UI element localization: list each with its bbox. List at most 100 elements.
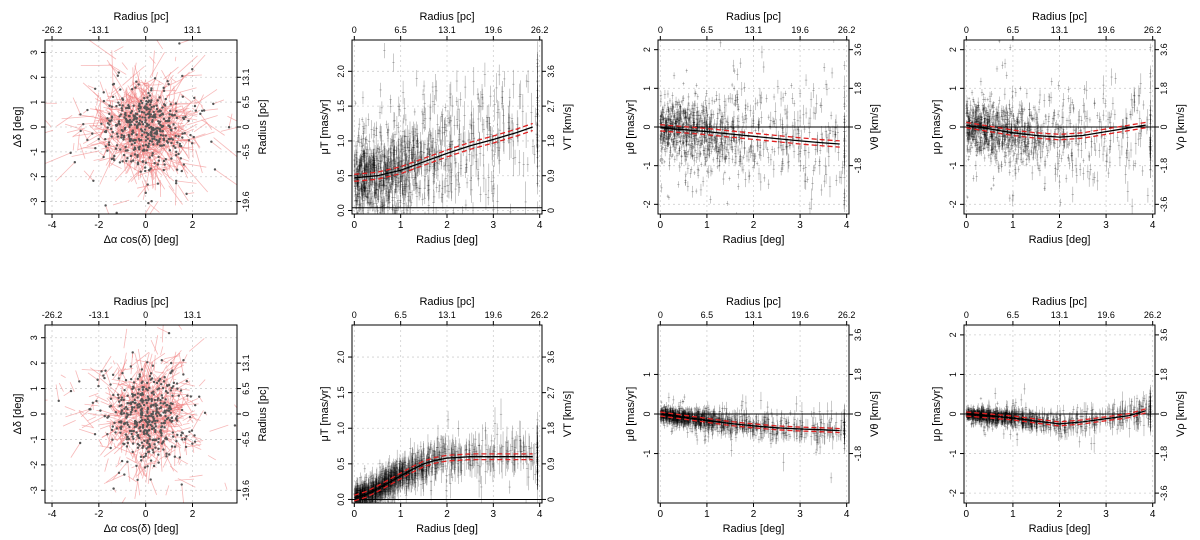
star-point — [146, 137, 150, 140]
star-point — [133, 117, 136, 120]
right-tick-label: 1.8 — [546, 135, 556, 148]
motion-vector — [156, 40, 164, 50]
motion-vector — [121, 62, 128, 70]
motion-vector — [163, 106, 174, 120]
star-point — [110, 105, 114, 108]
motion-vector — [176, 142, 181, 154]
star-point — [144, 125, 148, 128]
star-point — [147, 91, 150, 95]
star-point — [106, 126, 109, 129]
star-point — [120, 128, 124, 132]
star-point — [144, 121, 147, 124]
star-point — [175, 150, 178, 154]
motion-vector — [156, 134, 164, 147]
star-point — [156, 142, 159, 146]
star-point — [152, 143, 155, 146]
motion-vector — [126, 166, 131, 174]
motion-vector — [111, 110, 133, 132]
right-tick-label: 0 — [241, 124, 251, 129]
star-point — [174, 126, 177, 130]
motion-vector — [125, 142, 140, 169]
motion-vector — [55, 161, 76, 182]
motion-vector — [165, 158, 188, 168]
star-point — [107, 143, 111, 147]
motion-vector — [157, 94, 163, 108]
motion-vector — [161, 145, 167, 153]
star-point — [202, 109, 206, 112]
star-point — [177, 135, 180, 138]
star-point — [136, 124, 139, 127]
motion-vector — [180, 138, 189, 154]
star-point — [152, 110, 155, 114]
motion-vector — [113, 139, 124, 158]
star-point — [133, 147, 136, 151]
star-point — [175, 221, 177, 223]
motion-vector — [149, 168, 168, 171]
motion-vector — [89, 124, 106, 142]
motion-vector — [174, 56, 177, 62]
right-tick-label: 13.1 — [241, 69, 251, 87]
motion-vector — [171, 71, 190, 91]
star-point — [144, 116, 147, 119]
motion-vector — [131, 62, 137, 85]
motion-vector — [145, 205, 151, 214]
motion-vector — [163, 107, 168, 114]
star-point — [181, 74, 184, 78]
profile-mean-line — [354, 126, 533, 179]
star-point — [164, 119, 168, 123]
star-point — [115, 144, 119, 147]
motion-vector — [183, 109, 201, 120]
star-point — [164, 158, 168, 161]
motion-vector — [119, 149, 125, 164]
star-point — [127, 103, 130, 107]
motion-vector — [195, 94, 204, 111]
star-point — [185, 192, 188, 196]
star-point — [110, 135, 113, 138]
star-point — [122, 153, 126, 157]
star-point — [126, 156, 129, 160]
motion-vector — [239, 167, 243, 172]
y-tick-label: 1 — [29, 100, 39, 105]
star-point — [125, 118, 128, 122]
star-point — [133, 141, 136, 145]
motion-vector — [86, 138, 100, 147]
x-tick-label: -2 — [94, 220, 103, 231]
star-point — [86, 108, 89, 112]
motion-vector — [228, 113, 233, 128]
motion-vector — [227, 115, 237, 122]
motion-vector — [113, 46, 124, 53]
star-point — [170, 113, 174, 117]
motion-vector — [220, 127, 237, 132]
star-point — [164, 97, 167, 101]
motion-vector — [154, 80, 160, 100]
motion-vector — [267, 137, 288, 155]
star-point — [145, 100, 148, 103]
star-point — [148, 126, 151, 129]
motion-vector — [166, 107, 198, 116]
motion-vector — [151, 109, 174, 123]
star-point — [157, 4, 159, 6]
star-point — [126, 106, 130, 110]
star-point — [162, 159, 166, 163]
star-point — [123, 113, 127, 116]
star-point — [141, 116, 144, 119]
star-point — [227, 126, 231, 129]
star-point — [172, 144, 175, 148]
motion-vector — [173, 102, 191, 125]
star-point — [82, 122, 85, 126]
star-point — [131, 130, 134, 133]
motion-vector — [173, 145, 195, 151]
star-point — [110, 115, 114, 118]
star-point — [147, 132, 150, 136]
star-point — [115, 132, 119, 135]
star-point — [118, 115, 121, 118]
star-point — [119, 113, 123, 116]
star-point — [175, 110, 178, 113]
star-point — [107, 141, 111, 144]
motion-vector — [195, 89, 218, 104]
motion-vector — [175, 183, 177, 206]
x-axis-title: Radius [deg] — [416, 234, 478, 246]
star-point — [154, 116, 157, 119]
star-point — [182, 163, 186, 166]
motion-vector — [122, 88, 127, 100]
